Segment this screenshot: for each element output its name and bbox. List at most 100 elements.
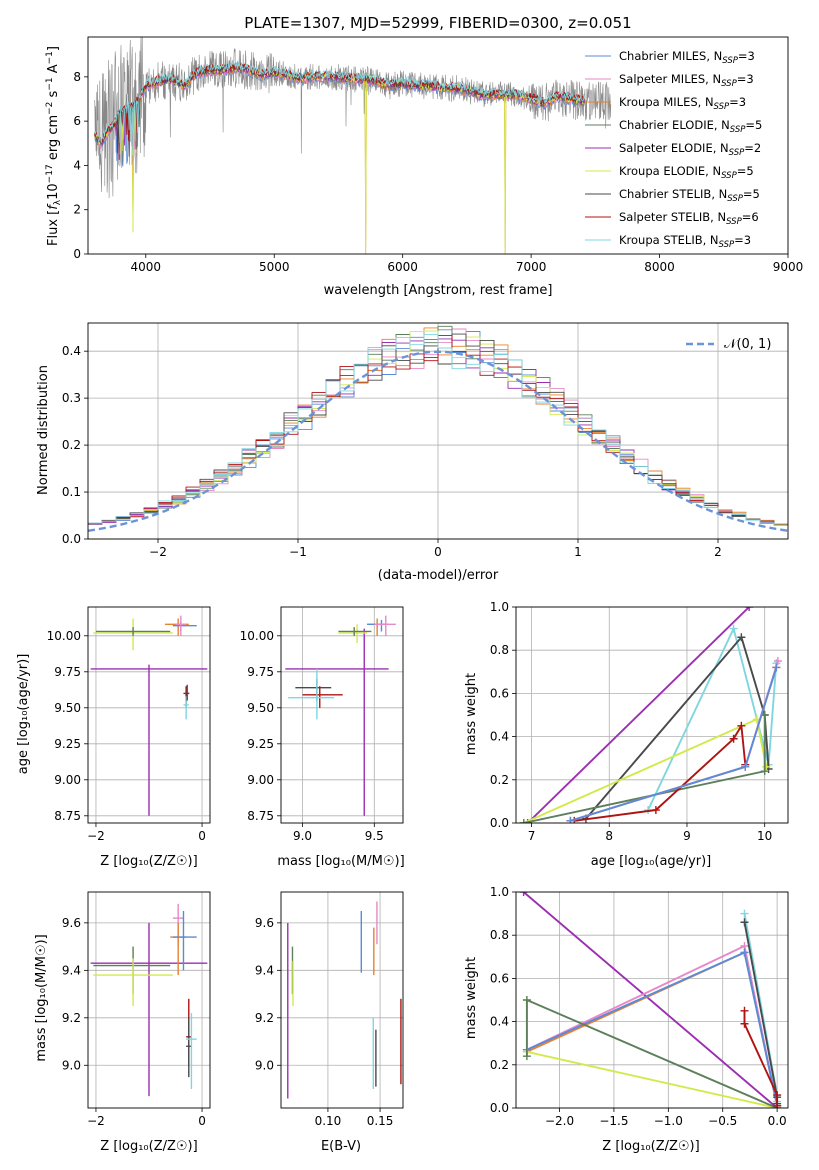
- residuals-histogram-kroupa-stelib: [88, 333, 788, 526]
- mass-vs-ebv-marks: [287, 901, 402, 1099]
- spectrum-y-tick-label: 0: [73, 247, 81, 261]
- mass-vs-z-y-tick-label: 9.4: [62, 963, 81, 977]
- mass-vs-ebv-y-tick-label: 9.0: [255, 1058, 274, 1072]
- mass-vs-z-plot-area: −2 0 9.0 9.2 9.4 9.6: [62, 891, 211, 1128]
- spectrum-marks: [94, 37, 612, 254]
- residuals-gaussian-curve: [88, 350, 788, 532]
- mass-vs-z-y-tick-label: 9.6: [62, 916, 81, 930]
- spectrum-y-tick-label: 6: [73, 114, 81, 128]
- weight-vs-age-y-tick-label: 0.6: [490, 686, 509, 700]
- spectrum-model-kroupa-elodie-line: [94, 64, 585, 254]
- age-vs-mass-errorbar-salpeter-elodie: [285, 628, 389, 816]
- residuals-y-tick-label: 0.4: [62, 344, 81, 358]
- weight-vs-age-y-tick-label: 0.4: [490, 730, 509, 744]
- residuals-x-tick-label: −2: [149, 545, 167, 559]
- legend-label-kroupa-elodie: Kroupa ELODIE, NSSP=5: [619, 164, 754, 181]
- age-vs-mass-y-tick-label: 9.00: [247, 773, 274, 787]
- age-vs-mass-marks: [285, 615, 396, 816]
- weight-vs-age-y-tick-label: 1.0: [490, 600, 509, 614]
- mass-vs-z-axes: −2 0 9.0 9.2 9.4 9.6: [62, 891, 211, 1128]
- mass-vs-z-errorbar-salpeter-elodie: [90, 922, 208, 1097]
- age-vs-mass-x-tick-label: 9.0: [293, 829, 312, 843]
- residuals-x-tick-label: 2: [714, 545, 722, 559]
- age-vs-z-plot-area: −2 0 8.75 9.00 9.25 9.50 9.75 10.00: [47, 606, 211, 843]
- weight-vs-age-marker-kroupa-stelib-1: [729, 624, 738, 633]
- weight-vs-age-marker-chabrier-miles-1: [741, 762, 750, 771]
- age-vs-mass-errorbar-salpeter-stelib: [302, 686, 343, 708]
- weight-vs-z-marker-salpeter-elodie-0: [519, 892, 528, 896]
- weight-vs-z-y-axis-label: mass weight: [464, 957, 479, 1039]
- mass-vs-ebv-panel: 0.10 0.15 9.0 9.2 9.4 9.6 E(B-V): [255, 891, 404, 1154]
- age-vs-mass-y-tick-label: 10.00: [240, 629, 274, 643]
- weight-vs-z-series-salpeter-elodie: [522, 892, 778, 1108]
- spectrum-y-tick-label: 8: [73, 70, 81, 84]
- weight-vs-age-marker-salpeter-miles-2: [773, 657, 782, 665]
- weight-vs-age-x-axis-label: age [log₁₀(age/yr)]: [591, 854, 712, 869]
- weight-vs-age-series-chabrier-stelib: [585, 636, 770, 820]
- weight-vs-z-y-tick-label: 0.6: [490, 971, 509, 985]
- mass-vs-ebv-x-axis-label: E(B-V): [321, 1139, 361, 1154]
- weight-vs-z-marker-salpeter-stelib-3: [773, 1101, 782, 1108]
- age-vs-mass-errorbar-chabrier-elodie: [338, 627, 372, 636]
- weight-vs-age-marker-chabrier-stelib-1: [737, 633, 746, 642]
- age-vs-z-errorbar-salpeter-elodie: [90, 664, 208, 816]
- age-vs-z-y-tick-label: 9.75: [54, 665, 81, 679]
- age-vs-mass-panel: 9.0 9.5 8.75 9.00 9.25 9.50 9.75 10.00 mass [lo…: [240, 606, 405, 869]
- legend-label-kroupa-stelib: Kroupa STELIB, NSSP=3: [619, 233, 751, 250]
- weight-vs-age-y-axis-label: mass weight: [464, 673, 479, 755]
- weight-vs-age-y-tick-label: 0.8: [490, 643, 509, 657]
- residuals-axes: −2 −1 0 1 2 0.0 0.1 0.2 0.3 0.4 𝒩(0, 1): [62, 322, 789, 559]
- mass-vs-z-errorbar-kroupa-elodie: [93, 958, 173, 1006]
- weight-vs-age-marker-salpeter-stelib-3: [737, 721, 746, 730]
- age-vs-mass-y-tick-label: 9.50: [247, 701, 274, 715]
- age-vs-z-x-tick-label: 0: [198, 829, 206, 843]
- weight-vs-z-x-tick-label: −2.0: [545, 1114, 574, 1128]
- weight-vs-z-plot-area: −2.0 −1.5 −1.0 −0.5 0.0 0.0 0.2 0.4 0.6 0.8 1.0: [490, 885, 789, 1128]
- spectrum-x-tick-label: 9000: [773, 260, 804, 274]
- age-vs-z-errorbar-salpeter-miles: [175, 615, 187, 636]
- weight-vs-age-y-tick-label: 0.2: [490, 773, 509, 787]
- mass-vs-ebv-y-tick-label: 9.2: [255, 1011, 274, 1025]
- legend-label-chabrier-elodie: Chabrier ELODIE, NSSP=5: [619, 118, 762, 135]
- mass-vs-z-panel: −2 0 9.0 9.2 9.4 9.6 Z [log₁₀(Z/Z☉)] mass [lo…: [34, 891, 211, 1154]
- age-vs-z-x-axis-label: Z [log₁₀(Z/Z☉)]: [100, 854, 197, 869]
- mass-vs-z-y-tick-label: 9.0: [62, 1058, 81, 1072]
- spectrum-x-tick-label: 4000: [131, 260, 162, 274]
- age-vs-mass-plot-area: 9.0 9.5 8.75 9.00 9.25 9.50 9.75 10.00: [240, 606, 404, 843]
- age-vs-z-errorbar-chabrier-stelib: [185, 684, 190, 701]
- age-vs-mass-x-axis-label: mass [log₁₀(M/M☉)]: [277, 854, 404, 869]
- age-vs-z-y-tick-label: 8.75: [54, 809, 81, 823]
- mass-vs-ebv-y-tick-label: 9.6: [255, 916, 274, 930]
- weight-vs-age-x-tick-label: 7: [528, 829, 536, 843]
- spectrum-panel: PLATE=1307, MJD=52999, FIBERID=0300, z=0…: [45, 14, 803, 298]
- residuals-plot-area: −2 −1 0 1 2 0.0 0.1 0.2 0.3 0.4 𝒩(0, 1): [62, 322, 789, 559]
- mass-vs-z-marks: [90, 903, 208, 1097]
- weight-vs-z-axes: −2.0 −1.5 −1.0 −0.5 0.0 0.0 0.2 0.4 0.6 0.8 1.0: [490, 885, 789, 1128]
- age-vs-z-x-tick-label: −2: [87, 829, 105, 843]
- residuals-x-tick-label: −1: [289, 545, 307, 559]
- legend-label-chabrier-miles: Chabrier MILES, NSSP=3: [619, 49, 755, 66]
- mass-vs-ebv-grid: [281, 892, 403, 1108]
- residuals-y-axis-label: Normed distribution: [36, 365, 51, 495]
- age-vs-mass-y-tick-label: 8.75: [247, 809, 274, 823]
- spectrum-y-tick-label: 2: [73, 203, 81, 217]
- age-vs-z-y-tick-label: 10.00: [47, 629, 81, 643]
- age-vs-z-panel: −2 0 8.75 9.00 9.25 9.50 9.75 10.00 Z [log₁₀(Z/…: [16, 606, 211, 869]
- weight-vs-age-x-tick-label: 8: [605, 829, 613, 843]
- spectrum-x-axis-label: wavelength [Angstrom, rest frame]: [324, 283, 553, 298]
- mass-vs-ebv-y-tick-label: 9.4: [255, 963, 274, 977]
- weight-vs-z-x-tick-label: −1.0: [654, 1114, 683, 1128]
- age-vs-mass-errorbar-kroupa-stelib: [288, 668, 335, 720]
- mass-vs-z-errorbar-chabrier-miles: [172, 910, 197, 971]
- weight-vs-age-marker-salpeter-stelib-1: [651, 806, 660, 815]
- residuals-y-tick-label: 0.2: [62, 438, 81, 452]
- age-vs-mass-errorbar-salpeter-miles: [374, 615, 396, 636]
- spectrum-plot-area: 4000 5000 6000 7000 8000 9000 0 2 4 6 8 Chabrier MI…: [73, 36, 804, 274]
- spectrum-x-tick-label: 7000: [516, 260, 547, 274]
- mass-vs-z-y-tick-label: 9.2: [62, 1011, 81, 1025]
- legend-label-chabrier-stelib: Chabrier STELIB, NSSP=5: [619, 187, 760, 204]
- mass-vs-z-x-axis-label: Z [log₁₀(Z/Z☉)]: [100, 1139, 197, 1154]
- spectrum-x-tick-label: 5000: [259, 260, 290, 274]
- age-vs-z-errorbar-kroupa-stelib: [183, 696, 189, 720]
